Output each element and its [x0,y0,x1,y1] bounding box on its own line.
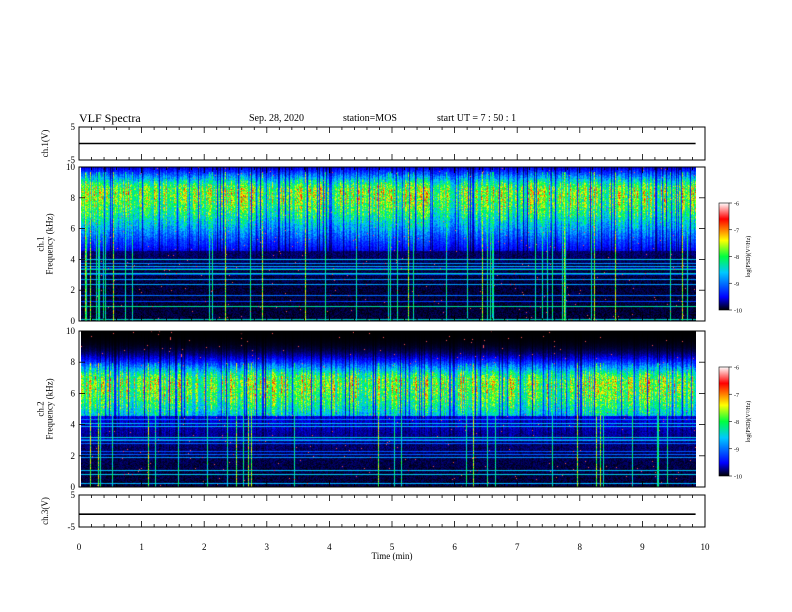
colorbar-tick-label: -10 [734,475,742,481]
y-tick-label: 4 [71,420,76,430]
station-label: station=MOS [343,113,397,124]
x-tick-label: 1 [139,542,144,552]
x-tick-label: 7 [515,542,520,552]
y-axis-label: ch.2 [36,401,46,416]
x-tick-label: 0 [77,542,82,552]
x-tick-label: 6 [452,542,457,552]
y-tick-label: -5 [68,522,76,532]
y-tick-label: -5 [68,155,76,165]
x-axis-label: Time (min) [372,551,413,561]
x-tick-label: 2 [202,542,207,552]
x-tick-label: 9 [640,542,645,552]
y-axis-label: Frequency (kHz) [45,378,55,439]
colorbar-tick-label: -7 [734,393,739,399]
y-tick-label: 0 [71,316,76,326]
colorbar-tick-label: -6 [734,202,739,208]
y-tick-label: 8 [71,357,76,367]
y-axis-label: ch.1 [36,236,46,251]
colorbar-label: log(PSD)(V²/Hz) [745,236,752,277]
colorbar-tick-label: -9 [734,447,739,453]
x-tick-label: 10 [701,542,711,552]
y-tick-label: 4 [71,254,76,264]
figure-title: VLF Spectra [79,111,141,125]
colorbar-tick-label: -8 [734,420,739,426]
y-axis-label: ch.3(V) [40,497,50,525]
colorbar-2 [718,366,730,477]
y-tick-label: 5 [71,490,76,500]
x-tick-label: 8 [578,542,583,552]
y-tick-label: 2 [71,451,76,461]
x-tick-label: 3 [265,542,270,552]
colorbar-tick-label: -10 [734,309,742,315]
colorbar-tick-label: -6 [734,366,739,372]
start-time-label: start UT = 7 : 50 : 1 [437,113,517,124]
y-tick-label: 10 [66,162,76,172]
date-label: Sep. 28, 2020 [249,113,304,124]
y-tick-label: 6 [71,388,76,398]
colorbar-tick-label: -9 [734,282,739,288]
y-tick-label: 2 [71,285,76,295]
x-tick-label: 4 [327,542,332,552]
colorbar-tick-label: -8 [734,255,739,261]
colorbar-tick-label: -7 [734,228,739,234]
y-tick-label: 10 [66,326,76,336]
colorbar-1 [718,202,730,311]
colorbar-label: log(PSD)(V²/Hz) [745,401,752,442]
y-tick-label: 6 [71,224,76,234]
y-tick-label: 5 [71,122,76,132]
y-axis-label: ch.1(V) [40,130,50,158]
y-tick-label: 8 [71,193,76,203]
y-axis-label: Frequency (kHz) [45,213,55,274]
y-tick-label: 0 [71,482,76,492]
spectrogram-image-1 [81,167,696,321]
x-tick-label: 5 [390,542,395,552]
spectrogram-image-2 [81,331,696,487]
